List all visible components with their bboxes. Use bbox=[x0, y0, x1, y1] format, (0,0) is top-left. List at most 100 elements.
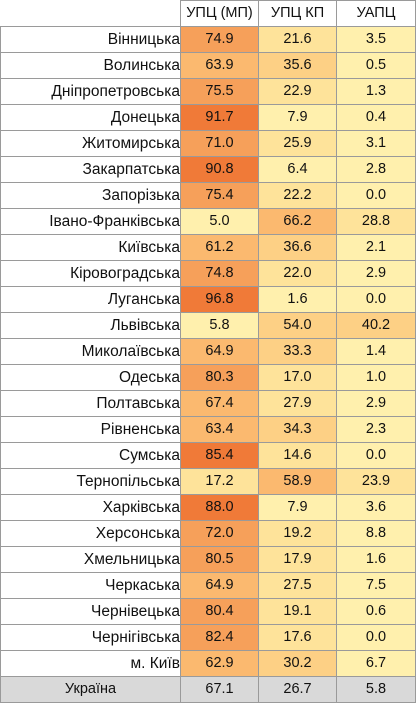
value-upc-mp: 88.0 bbox=[180, 494, 259, 521]
value-upc-kp: 25.9 bbox=[258, 130, 337, 157]
value-uapc: 3.5 bbox=[336, 26, 416, 53]
value-uapc: 0.6 bbox=[336, 598, 416, 625]
value-upc-kp: 33.3 bbox=[258, 338, 337, 365]
value-upc-kp: 19.1 bbox=[258, 598, 337, 625]
value-uapc: 2.3 bbox=[336, 416, 416, 443]
table-row: Івано-Франківська 5.0 66.2 28.8 bbox=[0, 208, 416, 235]
header-uapc: УАПЦ bbox=[336, 0, 416, 27]
value-upc-kp: 26.7 bbox=[258, 676, 337, 703]
table-row: Сумська 85.4 14.6 0.0 bbox=[0, 442, 416, 469]
region-name: Житомирська bbox=[0, 130, 181, 157]
region-name: Херсонська bbox=[0, 520, 181, 547]
value-uapc: 8.8 bbox=[336, 520, 416, 547]
region-name: Дніпропетровська bbox=[0, 78, 181, 105]
value-upc-kp: 19.2 bbox=[258, 520, 337, 547]
header-upc-mp: УПЦ (МП) bbox=[180, 0, 259, 27]
value-upc-mp: 80.3 bbox=[180, 364, 259, 391]
value-upc-mp: 64.9 bbox=[180, 572, 259, 599]
region-name: Вінницька bbox=[0, 26, 181, 53]
region-name: Миколаївська bbox=[0, 338, 181, 365]
value-upc-kp: 14.6 bbox=[258, 442, 337, 469]
table-row: м. Київ 62.9 30.2 6.7 bbox=[0, 650, 416, 677]
value-upc-mp: 71.0 bbox=[180, 130, 259, 157]
value-uapc: 2.9 bbox=[336, 390, 416, 417]
value-upc-kp: 58.9 bbox=[258, 468, 337, 495]
table-row: Волинська 63.9 35.6 0.5 bbox=[0, 52, 416, 79]
header-upc-kp: УПЦ КП bbox=[258, 0, 337, 27]
region-name: Рівненська bbox=[0, 416, 181, 443]
value-upc-kp: 27.5 bbox=[258, 572, 337, 599]
value-upc-mp: 67.4 bbox=[180, 390, 259, 417]
value-uapc: 0.0 bbox=[336, 624, 416, 651]
value-upc-kp: 22.9 bbox=[258, 78, 337, 105]
table-row: Львівська 5.8 54.0 40.2 bbox=[0, 312, 416, 339]
value-upc-mp: 90.8 bbox=[180, 156, 259, 183]
header-row: УПЦ (МП) УПЦ КП УАПЦ bbox=[0, 0, 416, 27]
value-uapc: 0.4 bbox=[336, 104, 416, 131]
value-uapc: 1.0 bbox=[336, 364, 416, 391]
value-upc-mp: 5.8 bbox=[180, 312, 259, 339]
value-upc-kp: 27.9 bbox=[258, 390, 337, 417]
region-name: м. Київ bbox=[0, 650, 181, 677]
region-name: Донецька bbox=[0, 104, 181, 131]
value-upc-mp: 63.4 bbox=[180, 416, 259, 443]
region-name: Черкаська bbox=[0, 572, 181, 599]
value-uapc: 2.8 bbox=[336, 156, 416, 183]
value-upc-mp: 17.2 bbox=[180, 468, 259, 495]
value-upc-mp: 96.8 bbox=[180, 286, 259, 313]
value-upc-kp: 34.3 bbox=[258, 416, 337, 443]
value-uapc: 2.1 bbox=[336, 234, 416, 261]
region-name: Івано-Франківська bbox=[0, 208, 181, 235]
value-uapc: 2.9 bbox=[336, 260, 416, 287]
table-row: Житомирська 71.0 25.9 3.1 bbox=[0, 130, 416, 157]
value-uapc: 6.7 bbox=[336, 650, 416, 677]
value-upc-kp: 22.0 bbox=[258, 260, 337, 287]
value-upc-kp: 1.6 bbox=[258, 286, 337, 313]
region-name: Одеська bbox=[0, 364, 181, 391]
region-name: Волинська bbox=[0, 52, 181, 79]
table-row: Київська 61.2 36.6 2.1 bbox=[0, 234, 416, 261]
value-upc-mp: 62.9 bbox=[180, 650, 259, 677]
value-upc-mp: 74.9 bbox=[180, 26, 259, 53]
region-name: Тернопільська bbox=[0, 468, 181, 495]
total-row: Україна 67.1 26.7 5.8 bbox=[0, 676, 416, 703]
value-upc-kp: 17.6 bbox=[258, 624, 337, 651]
table-row: Закарпатська 90.8 6.4 2.8 bbox=[0, 156, 416, 183]
value-upc-mp: 80.4 bbox=[180, 598, 259, 625]
value-upc-kp: 7.9 bbox=[258, 494, 337, 521]
value-upc-mp: 64.9 bbox=[180, 338, 259, 365]
region-name: Україна bbox=[0, 676, 181, 703]
region-name: Чернівецька bbox=[0, 598, 181, 625]
region-name: Закарпатська bbox=[0, 156, 181, 183]
value-uapc: 3.1 bbox=[336, 130, 416, 157]
table-row: Донецька 91.7 7.9 0.4 bbox=[0, 104, 416, 131]
table-row: Кіровоградська 74.8 22.0 2.9 bbox=[0, 260, 416, 287]
value-upc-kp: 66.2 bbox=[258, 208, 337, 235]
value-upc-kp: 6.4 bbox=[258, 156, 337, 183]
value-uapc: 3.6 bbox=[336, 494, 416, 521]
value-uapc: 23.9 bbox=[336, 468, 416, 495]
table-row: Рівненська 63.4 34.3 2.3 bbox=[0, 416, 416, 443]
value-upc-kp: 7.9 bbox=[258, 104, 337, 131]
region-name: Львівська bbox=[0, 312, 181, 339]
region-name: Чернігівська bbox=[0, 624, 181, 651]
value-uapc: 0.0 bbox=[336, 286, 416, 313]
table-row: Полтавська 67.4 27.9 2.9 bbox=[0, 390, 416, 417]
value-uapc: 0.5 bbox=[336, 52, 416, 79]
value-upc-mp: 63.9 bbox=[180, 52, 259, 79]
value-uapc: 5.8 bbox=[336, 676, 416, 703]
value-upc-mp: 72.0 bbox=[180, 520, 259, 547]
value-upc-mp: 61.2 bbox=[180, 234, 259, 261]
table-row: Дніпропетровська 75.5 22.9 1.3 bbox=[0, 78, 416, 105]
table-row: Чернівецька 80.4 19.1 0.6 bbox=[0, 598, 416, 625]
region-name: Хмельницька bbox=[0, 546, 181, 573]
corner-cell bbox=[0, 0, 181, 27]
table-row: Луганська 96.8 1.6 0.0 bbox=[0, 286, 416, 313]
value-uapc: 1.3 bbox=[336, 78, 416, 105]
value-uapc: 0.0 bbox=[336, 182, 416, 209]
value-upc-kp: 35.6 bbox=[258, 52, 337, 79]
value-uapc: 7.5 bbox=[336, 572, 416, 599]
region-name: Запорізька bbox=[0, 182, 181, 209]
table-row: Миколаївська 64.9 33.3 1.4 bbox=[0, 338, 416, 365]
